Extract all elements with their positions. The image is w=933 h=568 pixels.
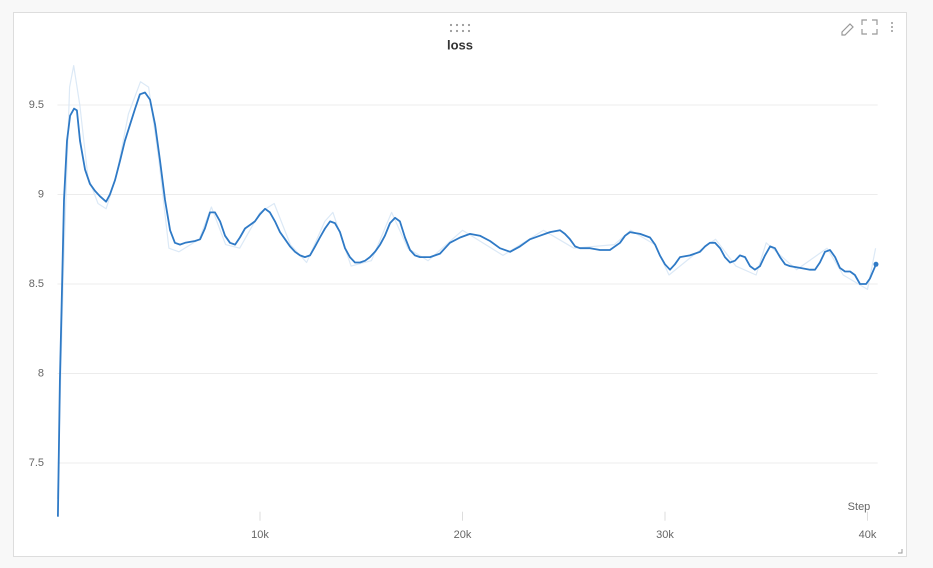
menu-icon[interactable] <box>891 22 893 32</box>
edit-icon[interactable] <box>841 23 854 36</box>
fullscreen-icon[interactable] <box>861 19 878 35</box>
chart-title: loss <box>447 37 473 52</box>
series-line <box>57 91 877 517</box>
x-tick-label: 40k <box>859 529 877 541</box>
x-tick-label: 10k <box>251 529 269 541</box>
x-axis-label: Step <box>848 501 871 513</box>
y-tick-label: 8 <box>38 367 44 379</box>
x-tick-label: 30k <box>656 529 674 541</box>
drag-handle[interactable] <box>449 23 471 33</box>
x-tick-label: 20k <box>454 529 472 541</box>
resize-handle[interactable] <box>898 549 903 554</box>
y-tick-label: 9 <box>38 188 44 200</box>
last-point <box>873 261 879 267</box>
y-tick-label: 9.5 <box>29 99 44 111</box>
y-tick-label: 8.5 <box>29 278 44 290</box>
y-tick-label: 7.5 <box>29 457 44 469</box>
